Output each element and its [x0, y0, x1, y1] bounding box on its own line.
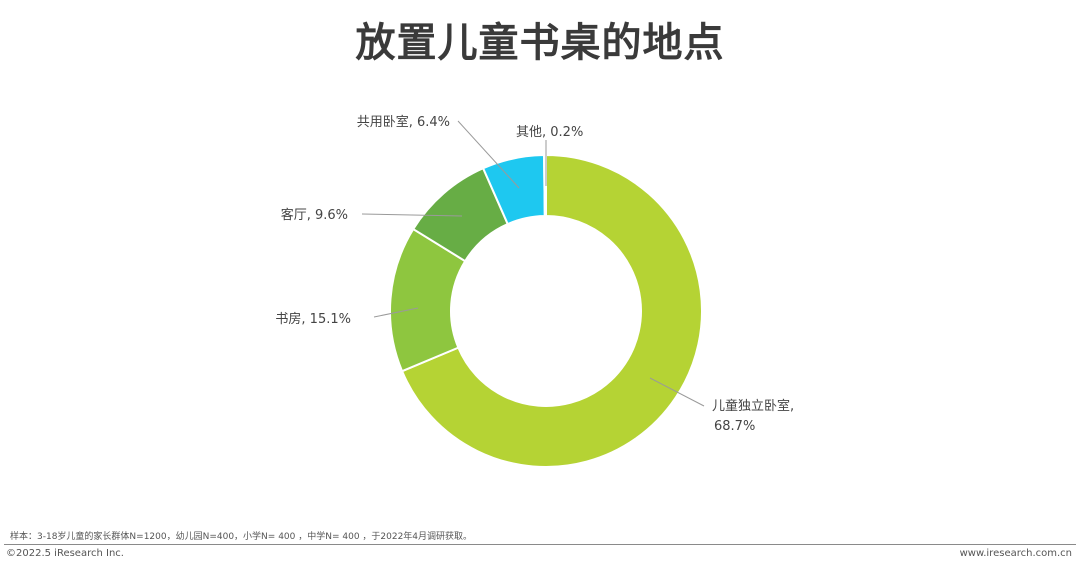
slice-labels: 儿童独立卧室, 68.7% 书房, 15.1% 客厅, 9.6% 共用卧室, 6.4% 其…	[275, 114, 794, 434]
label-leader-lines	[361, 120, 705, 407]
slice-label-客厅: 客厅, 9.6%	[281, 207, 348, 223]
website-link[interactable]: www.iresearch.com.cn	[959, 548, 1072, 559]
chart-title: 放置儿童书桌的地点	[355, 20, 725, 66]
slice-儿童独立卧室	[400, 153, 703, 468]
slice-label-书房: 书房, 15.1%	[275, 311, 351, 327]
leader-line-共用卧室	[457, 120, 520, 189]
slice-label-儿童独立卧室: 儿童独立卧室, 68.7%	[712, 398, 794, 434]
slice-label-共用卧室: 共用卧室, 6.4%	[357, 114, 450, 130]
slice-label-其他: 其他, 0.2%	[516, 125, 583, 140]
leader-line-客厅	[361, 213, 463, 217]
leader-line-书房	[373, 307, 419, 318]
footer-divider	[4, 544, 1076, 545]
sample-footnote: 样本：3-18岁儿童的家长群体N=1200，幼儿园N=400，小学N= 400 …	[10, 532, 473, 542]
leader-line-儿童独立卧室	[649, 377, 705, 407]
donut-slices	[389, 153, 703, 468]
copyright-text: ©2022.5 iResearch Inc.	[6, 548, 124, 559]
